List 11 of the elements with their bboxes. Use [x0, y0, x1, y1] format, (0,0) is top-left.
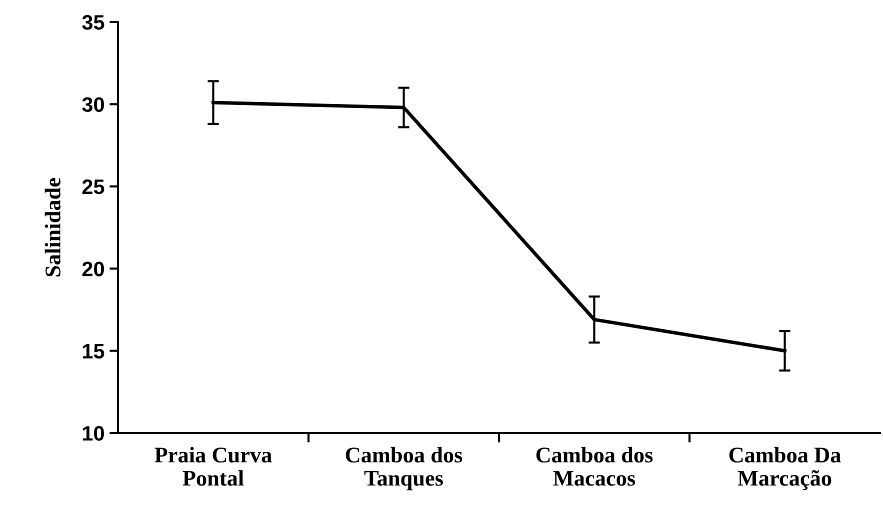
y-tick-label: 35: [82, 15, 104, 30]
x-tick-label: Praia Curva Pontal: [154, 446, 272, 486]
y-tick-label: 10: [82, 426, 104, 441]
y-tick-label: 30: [82, 97, 104, 112]
y-tick-label: 20: [82, 262, 104, 276]
y-tick-label: 15: [82, 344, 104, 359]
x-tick-label: Camboa Da Marcação: [729, 446, 841, 490]
y-tick-label: 25: [82, 179, 104, 194]
x-tick-label: Camboa dos Tanques: [346, 446, 462, 490]
x-tick-label: Camboa dos Macacos: [536, 446, 653, 486]
y-axis-title: Salinidade: [44, 178, 60, 276]
